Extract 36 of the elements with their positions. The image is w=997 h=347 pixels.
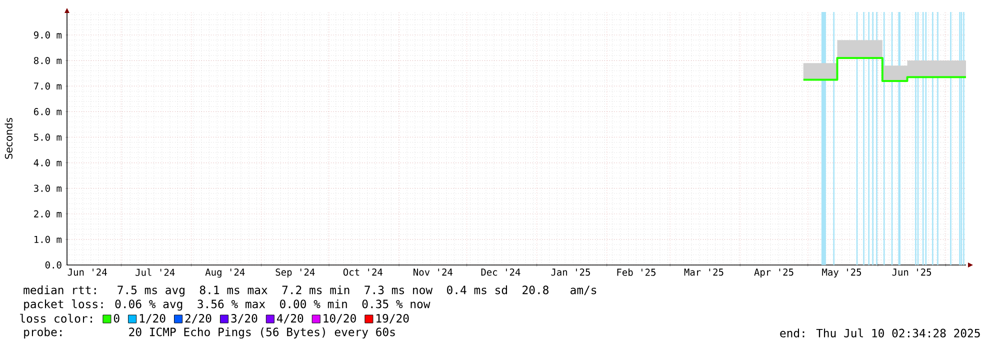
legend-label: 4/20 (276, 314, 304, 324)
legend-label: 19/20 (376, 314, 409, 324)
text: median rtt: 7.5 ms avg 8.1 ms max 7.2 ms min 7.3 ms now 0.4 ms sd 20.8 am/s (24, 285, 596, 297)
x-tick-label: Mar '25 (684, 268, 724, 276)
text: probe: 20 ICMP Echo Pings (56 Bytes) every 60s (24, 327, 395, 339)
legend-label: 1/20 (140, 314, 166, 324)
y-tick-label: 6.0 m (34, 108, 62, 116)
y-tick-label: 2.0 m (34, 210, 62, 218)
x-tick-label: Oct '24 (343, 268, 382, 276)
legend-label: 10/20 (324, 314, 356, 324)
legend-label: 2/20 (185, 314, 212, 324)
x-tick-label: Sep '24 (276, 268, 315, 278)
y-tick-label: 3.0 m (34, 184, 62, 192)
x-tick-label: Jul '24 (136, 268, 175, 276)
y-tick-label: 0.0 (45, 261, 62, 269)
x-tick-label: May '25 (822, 268, 862, 278)
y-tick-label: 1.0 m (34, 236, 62, 244)
y-tick-label: 5.0 m (34, 134, 62, 141)
y-tick-label: 9.0 m (34, 31, 62, 39)
y-tick-label: 8.0 m (34, 56, 62, 64)
x-tick-label: Dec '24 (481, 268, 520, 276)
x-tick-label: Jan '25 (551, 268, 590, 276)
text: packet loss: 0.06 % avg 3.56 % max 0.00 % min 0.35 % now (24, 299, 430, 311)
legend-label: 3/20 (231, 314, 258, 324)
x-tick-label: Feb '25 (617, 268, 656, 276)
x-tick-label: Jun '24 (68, 268, 107, 276)
legend-title: loss color: (20, 314, 92, 323)
legend-label: 0 (114, 314, 120, 323)
x-tick-label: Aug '24 (205, 268, 245, 278)
x-tick-label: Nov '24 (414, 268, 452, 276)
y-tick-label: 7.0 m (34, 82, 62, 90)
y-axis-title: Seconds (4, 118, 12, 159)
x-tick-label: Jun '25 (892, 268, 932, 276)
x-tick-label: Apr '25 (754, 268, 794, 278)
y-tick-label: 4.0 m (34, 159, 62, 166)
text: end: Thu Jul 10 02:34:28 2025 (780, 328, 980, 338)
